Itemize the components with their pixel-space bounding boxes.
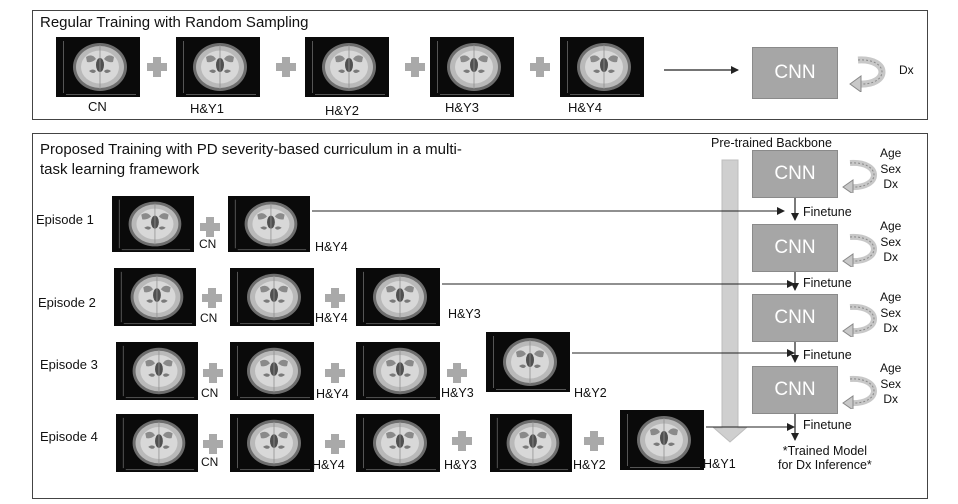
- trained-model-line1: *Trained Model: [782, 444, 868, 458]
- stage-label: H&Y4: [315, 311, 348, 325]
- stage-label: CN: [201, 386, 219, 400]
- cnn-box: CNN: [752, 366, 838, 414]
- finetune-label: Finetune: [803, 418, 852, 432]
- plus-icon: [325, 288, 345, 308]
- stage-label: H&Y2: [574, 386, 607, 400]
- episode-label: Episode 4: [40, 429, 98, 444]
- stage-label: H&Y4: [316, 387, 349, 401]
- trained-model-note: *Trained Model for Dx Inference*: [778, 444, 872, 473]
- stage-label: CN: [199, 237, 217, 251]
- bottom-panel-title-line2: task learning framework: [40, 161, 200, 178]
- finetune-label: Finetune: [803, 205, 852, 219]
- episode-label: Episode 2: [38, 295, 96, 310]
- episode-label: Episode 3: [40, 357, 98, 372]
- plus-icon: [530, 57, 550, 77]
- cnn-box: CNN: [752, 47, 838, 99]
- bottom-panel-title-line1: Proposed Training with PD severity-based…: [40, 141, 462, 158]
- plus-icon: [447, 363, 467, 383]
- task-heads: Age Sex Dx: [880, 361, 901, 408]
- head-dx-label: Dx: [883, 392, 899, 407]
- plus-icon: [405, 57, 425, 77]
- brain-scan-image: [230, 414, 314, 472]
- head-age-label: Age: [880, 219, 902, 233]
- head-sex-label: Sex: [880, 234, 902, 249]
- stage-label: H&Y3: [441, 386, 474, 400]
- head-age-label: Age: [880, 290, 902, 304]
- brain-scan-image: [114, 268, 196, 326]
- cnn-box: CNN: [752, 150, 838, 198]
- head-sex-label: Sex: [880, 305, 902, 320]
- output-label: Dx: [899, 63, 914, 77]
- brain-scan-image: [112, 196, 194, 252]
- brain-scan-image: [116, 342, 198, 400]
- brain-scan-image: [430, 37, 514, 97]
- brain-scan-image: [230, 268, 314, 326]
- plus-icon: [203, 434, 223, 454]
- stage-label: H&Y3: [444, 458, 477, 472]
- plus-icon: [452, 431, 472, 451]
- finetune-label: Finetune: [803, 276, 852, 290]
- stage-label: H&Y3: [448, 307, 481, 321]
- multitask-loop-icon: [842, 303, 877, 337]
- brain-label: H&Y4: [568, 100, 602, 115]
- stage-label: H&Y1: [703, 457, 736, 471]
- brain-label: H&Y3: [445, 100, 479, 115]
- finetune-label: Finetune: [803, 348, 852, 362]
- multitask-loop-icon: [842, 159, 877, 193]
- brain-scan-image: [356, 414, 440, 472]
- stage-label: CN: [200, 311, 218, 325]
- top-panel-title: Regular Training with Random Sampling: [40, 14, 309, 31]
- head-dx-label: Dx: [883, 250, 899, 265]
- plus-icon: [325, 363, 345, 383]
- head-age-label: Age: [880, 146, 902, 160]
- task-heads: Age Sex Dx: [880, 146, 901, 193]
- head-age-label: Age: [880, 361, 902, 375]
- stage-label: CN: [201, 455, 219, 469]
- brain-scan-image: [486, 332, 570, 392]
- stage-label: H&Y2: [573, 458, 606, 472]
- stage-label: H&Y4: [315, 240, 348, 254]
- brain-scan-image: [356, 342, 440, 400]
- brain-scan-image: [56, 37, 140, 97]
- brain-label: H&Y1: [190, 101, 224, 116]
- head-dx-label: Dx: [883, 321, 899, 336]
- plus-icon: [325, 434, 345, 454]
- plus-icon: [584, 431, 604, 451]
- plus-icon: [203, 363, 223, 383]
- cnn-box: CNN: [752, 294, 838, 342]
- cnn-box: CNN: [752, 224, 838, 272]
- task-heads: Age Sex Dx: [880, 219, 901, 266]
- stage-label: H&Y4: [312, 458, 345, 472]
- episode-label: Episode 1: [36, 212, 94, 227]
- brain-scan-image: [230, 342, 314, 400]
- brain-scan-image: [620, 410, 704, 470]
- output-loop-icon: [849, 56, 886, 92]
- plus-icon: [147, 57, 167, 77]
- multitask-loop-icon: [842, 375, 877, 409]
- backbone-label: Pre-trained Backbone: [711, 136, 832, 150]
- head-dx-label: Dx: [883, 177, 899, 192]
- brain-scan-image: [490, 414, 572, 472]
- brain-label: H&Y2: [325, 103, 359, 118]
- brain-scan-image: [116, 414, 198, 472]
- multitask-loop-icon: [842, 233, 877, 267]
- brain-label: CN: [88, 99, 107, 114]
- trained-model-line2: for Dx Inference*: [778, 458, 872, 473]
- brain-scan-image: [305, 37, 389, 97]
- plus-icon: [202, 288, 222, 308]
- plus-icon: [200, 217, 220, 237]
- brain-scan-image: [560, 37, 644, 97]
- brain-scan-image: [176, 37, 260, 97]
- plus-icon: [276, 57, 296, 77]
- brain-scan-image: [228, 196, 310, 252]
- task-heads: Age Sex Dx: [880, 290, 901, 337]
- head-sex-label: Sex: [880, 161, 902, 176]
- head-sex-label: Sex: [880, 376, 902, 391]
- brain-scan-image: [356, 268, 440, 326]
